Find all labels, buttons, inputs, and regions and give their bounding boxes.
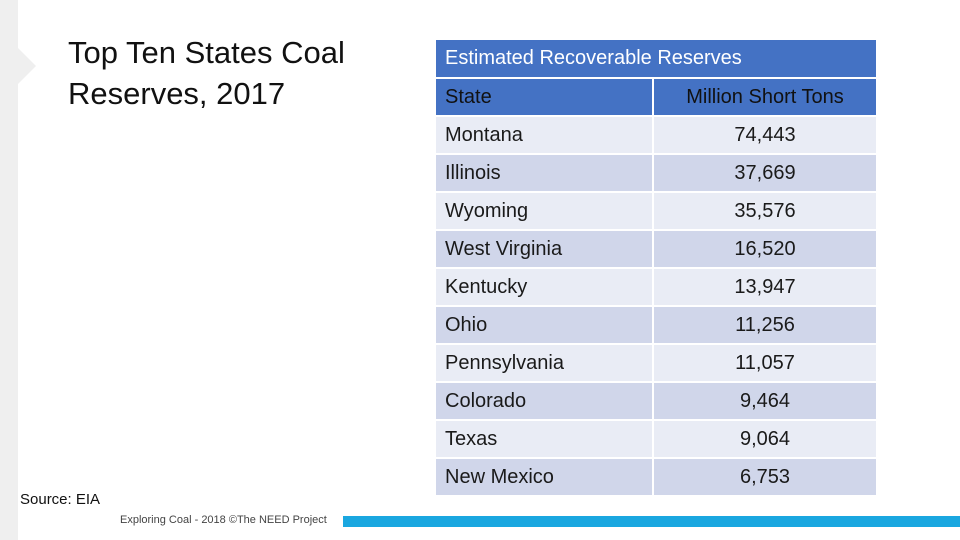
table-row: Montana 74,443 [436,117,876,153]
slide-title: Top Ten States Coal Reserves, 2017 [68,35,345,111]
state-cell: New Mexico [436,459,652,495]
source-note: Source: EIA [20,491,101,508]
state-cell: West Virginia [436,231,652,267]
footer-bar [343,516,960,527]
table-row: Ohio 11,256 [436,307,876,343]
table-row: Texas 9,064 [436,421,876,457]
table-row: Pennsylvania 11,057 [436,345,876,381]
column-header-state: State [436,79,652,115]
table-caption: Estimated Recoverable Reserves [436,40,876,77]
column-header-row: State Million Short Tons [436,79,876,115]
reserves-table: Estimated Recoverable Reserves State Mil… [434,38,878,497]
footer-credit: Exploring Coal - 2018 ©The NEED Project [120,514,327,526]
table-row: West Virginia 16,520 [436,231,876,267]
state-cell: Montana [436,117,652,153]
table-row: Kentucky 13,947 [436,269,876,305]
state-cell: Kentucky [436,269,652,305]
state-cell: Illinois [436,155,652,191]
tons-cell: 16,520 [654,231,876,267]
table-row: Wyoming 35,576 [436,193,876,229]
table-row: New Mexico 6,753 [436,459,876,495]
state-cell: Texas [436,421,652,457]
state-cell: Pennsylvania [436,345,652,381]
table-row: Illinois 37,669 [436,155,876,191]
state-cell: Ohio [436,307,652,343]
tons-cell: 13,947 [654,269,876,305]
column-header-tons: Million Short Tons [654,79,876,115]
tons-cell: 6,753 [654,459,876,495]
reserves-table-container: Estimated Recoverable Reserves State Mil… [436,40,878,497]
state-cell: Colorado [436,383,652,419]
tons-cell: 9,064 [654,421,876,457]
tons-cell: 11,057 [654,345,876,381]
left-accent-strip [0,0,18,540]
tons-cell: 11,256 [654,307,876,343]
tons-cell: 37,669 [654,155,876,191]
state-cell: Wyoming [436,193,652,229]
tons-cell: 74,443 [654,117,876,153]
tons-cell: 35,576 [654,193,876,229]
table-row: Colorado 9,464 [436,383,876,419]
accent-arrow [18,48,36,84]
tons-cell: 9,464 [654,383,876,419]
